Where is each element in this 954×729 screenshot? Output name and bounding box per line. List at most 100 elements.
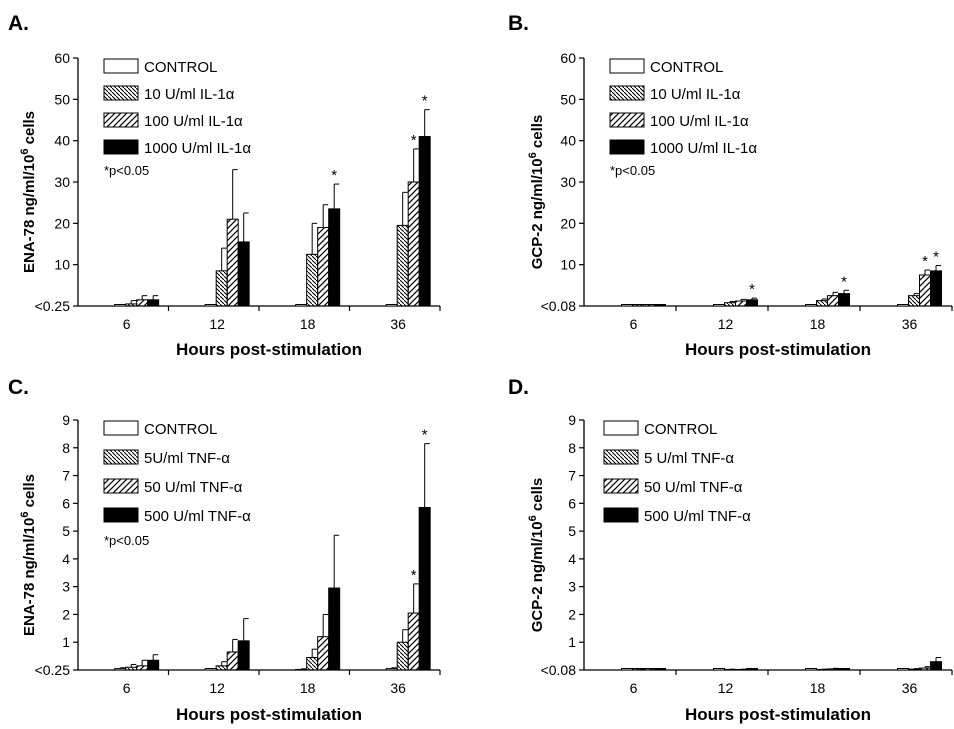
x-axis-label: Hours post-stimulation: [685, 340, 871, 359]
y-tick-label: 40: [560, 133, 576, 149]
legend-swatch: [609, 85, 645, 101]
x-tick-label: 36: [390, 316, 406, 332]
bar: [908, 668, 921, 671]
legend-swatch: [103, 139, 139, 155]
legend-label: CONTROL: [644, 421, 717, 438]
y-axis-label: GCP-2 ng/ml/106 cells: [527, 478, 546, 633]
bar: [838, 293, 851, 307]
y-axis-label: ENA-78 ng/ml/106 cells: [19, 474, 38, 636]
bar: [147, 659, 160, 671]
bar: [385, 304, 398, 307]
panel-letter: B.: [508, 12, 529, 35]
y-axis-label-suffix: cells: [21, 474, 38, 512]
legend-swatch: [609, 139, 645, 155]
bar: [827, 295, 840, 307]
bar: [713, 668, 726, 671]
bar: [317, 636, 330, 671]
legend-label: 50 U/ml TNF-α: [144, 479, 243, 496]
legend-label: 500 U/ml TNF-α: [144, 508, 251, 525]
y-tick-label: 50: [560, 91, 576, 107]
panel-b: B. <0.08 10 20 30 40 50 60 6 12 * 18 * 36 * * Hours post…: [508, 12, 953, 359]
bar: [114, 304, 127, 307]
significance-star: *: [411, 132, 417, 149]
significance-star: *: [922, 253, 928, 270]
x-tick-label: 12: [718, 316, 734, 332]
y-tick-label: 6: [568, 495, 576, 511]
y-tick-label: <0.08: [541, 662, 577, 678]
y-tick-label: 5: [62, 523, 70, 539]
legend-swatch: [103, 420, 139, 436]
x-axis-label: Hours post-stimulation: [685, 705, 871, 724]
legend-swatch: [103, 112, 139, 128]
y-tick-label: 3: [568, 579, 576, 595]
bar: [396, 641, 409, 671]
bar: [816, 300, 829, 307]
y-tick-label: 4: [62, 551, 70, 567]
y-tick-label: 6: [62, 495, 70, 511]
bar: [713, 304, 726, 307]
legend-label: 100 U/ml IL-1α: [650, 113, 749, 130]
y-tick-label: 1: [568, 634, 576, 650]
y-axis-label: ENA-78 ng/ml/106 cells: [19, 111, 38, 273]
bar: [306, 253, 319, 307]
y-axis-label-sup: 6: [527, 152, 539, 158]
y-tick-label: 50: [54, 91, 70, 107]
bar: [317, 226, 330, 307]
legend-label: 50 U/ml TNF-α: [644, 479, 743, 496]
x-tick-label: 12: [718, 680, 734, 696]
x-tick-label: 6: [630, 316, 638, 332]
legend-swatch: [103, 58, 139, 74]
bar: [114, 668, 127, 671]
legend-label: 10 U/ml IL-1α: [144, 86, 235, 103]
x-tick-label: 12: [209, 680, 225, 696]
y-tick-label: 60: [54, 50, 70, 66]
bar: [908, 295, 921, 307]
bar: [632, 304, 645, 307]
bar: [724, 302, 737, 307]
bar: [136, 665, 149, 671]
y-axis-label-main: ENA-78 ng/ml/10: [21, 518, 38, 636]
bar: [643, 304, 656, 307]
y-tick-label: 10: [54, 257, 70, 273]
bar: [407, 612, 420, 671]
bar: [204, 304, 217, 307]
y-tick-label: 5: [568, 523, 576, 539]
y-tick-label: <0.25: [35, 662, 71, 678]
legend-label: 5U/ml TNF-α: [144, 450, 230, 467]
y-axis-label-main: ENA-78 ng/ml/10: [21, 155, 38, 273]
bar: [897, 668, 910, 671]
legend-swatch: [603, 478, 639, 494]
y-tick-label: 2: [62, 606, 70, 622]
y-axis-label-main: GCP-2 ng/ml/10: [529, 158, 546, 269]
bar: [204, 668, 217, 671]
bar: [418, 507, 431, 671]
y-tick-label: 3: [62, 579, 70, 595]
bar: [897, 304, 910, 307]
x-tick-label: 36: [902, 680, 918, 696]
y-tick-label: 7: [568, 468, 576, 484]
bar: [147, 299, 160, 307]
bar: [735, 300, 748, 307]
bar: [805, 668, 818, 671]
significance-star: *: [422, 93, 428, 110]
significance-star: *: [933, 248, 939, 265]
y-tick-label: 40: [54, 133, 70, 149]
legend-label: CONTROL: [144, 421, 217, 438]
legend-swatch: [609, 112, 645, 128]
bar: [328, 587, 341, 671]
bar: [226, 651, 239, 671]
panel-letter: D.: [508, 376, 529, 399]
y-axis-label-sup: 6: [19, 512, 31, 518]
legend-swatch: [103, 507, 139, 523]
legend-label: 1000 U/ml IL-1α: [144, 140, 251, 157]
y-tick-label: 30: [560, 174, 576, 190]
significance-note: *p<0.05: [104, 163, 149, 178]
y-tick-label: 2: [568, 606, 576, 622]
bar: [215, 665, 228, 671]
significance-star: *: [749, 281, 755, 298]
bar: [306, 657, 319, 671]
y-axis-label-suffix: cells: [529, 115, 546, 153]
